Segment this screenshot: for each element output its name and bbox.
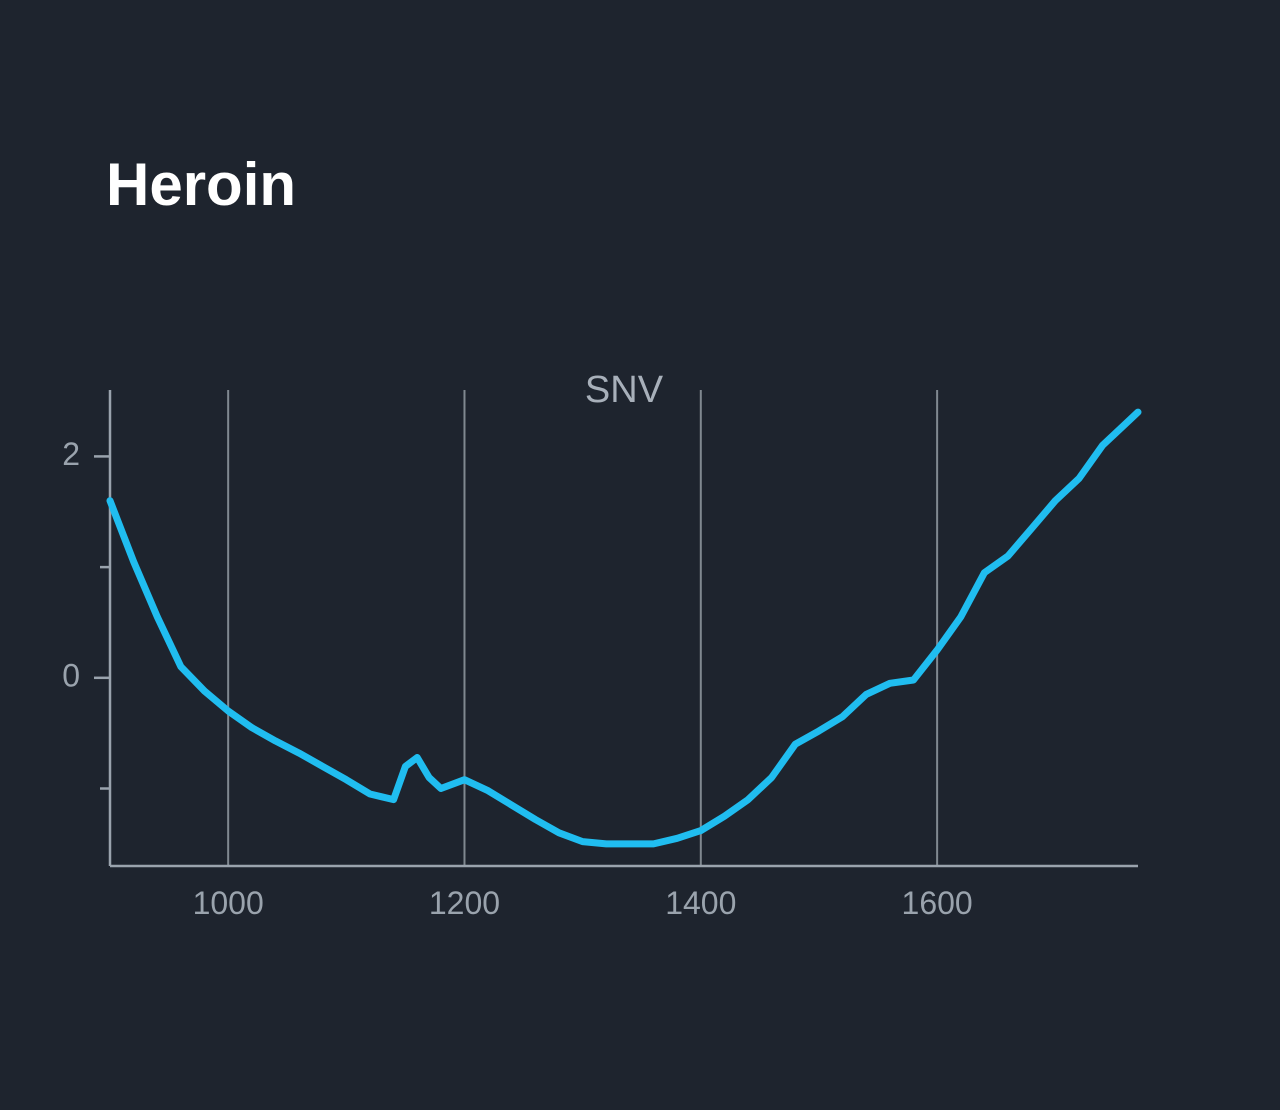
y-tick-label: 0 [62,657,80,693]
x-tick-label: 1200 [429,885,500,921]
x-tick-label: 1000 [193,885,264,921]
y-tick-label: 2 [62,436,80,472]
series-line [110,412,1138,844]
x-tick-label: 1400 [665,885,736,921]
line-chart: 0 2 1000 1200 1400 1600 SNV [0,0,1280,1110]
chart-subtitle: SNV [585,369,664,411]
x-tick-label: 1600 [902,885,973,921]
chart-container: 0 2 1000 1200 1400 1600 SNV [0,0,1280,1110]
